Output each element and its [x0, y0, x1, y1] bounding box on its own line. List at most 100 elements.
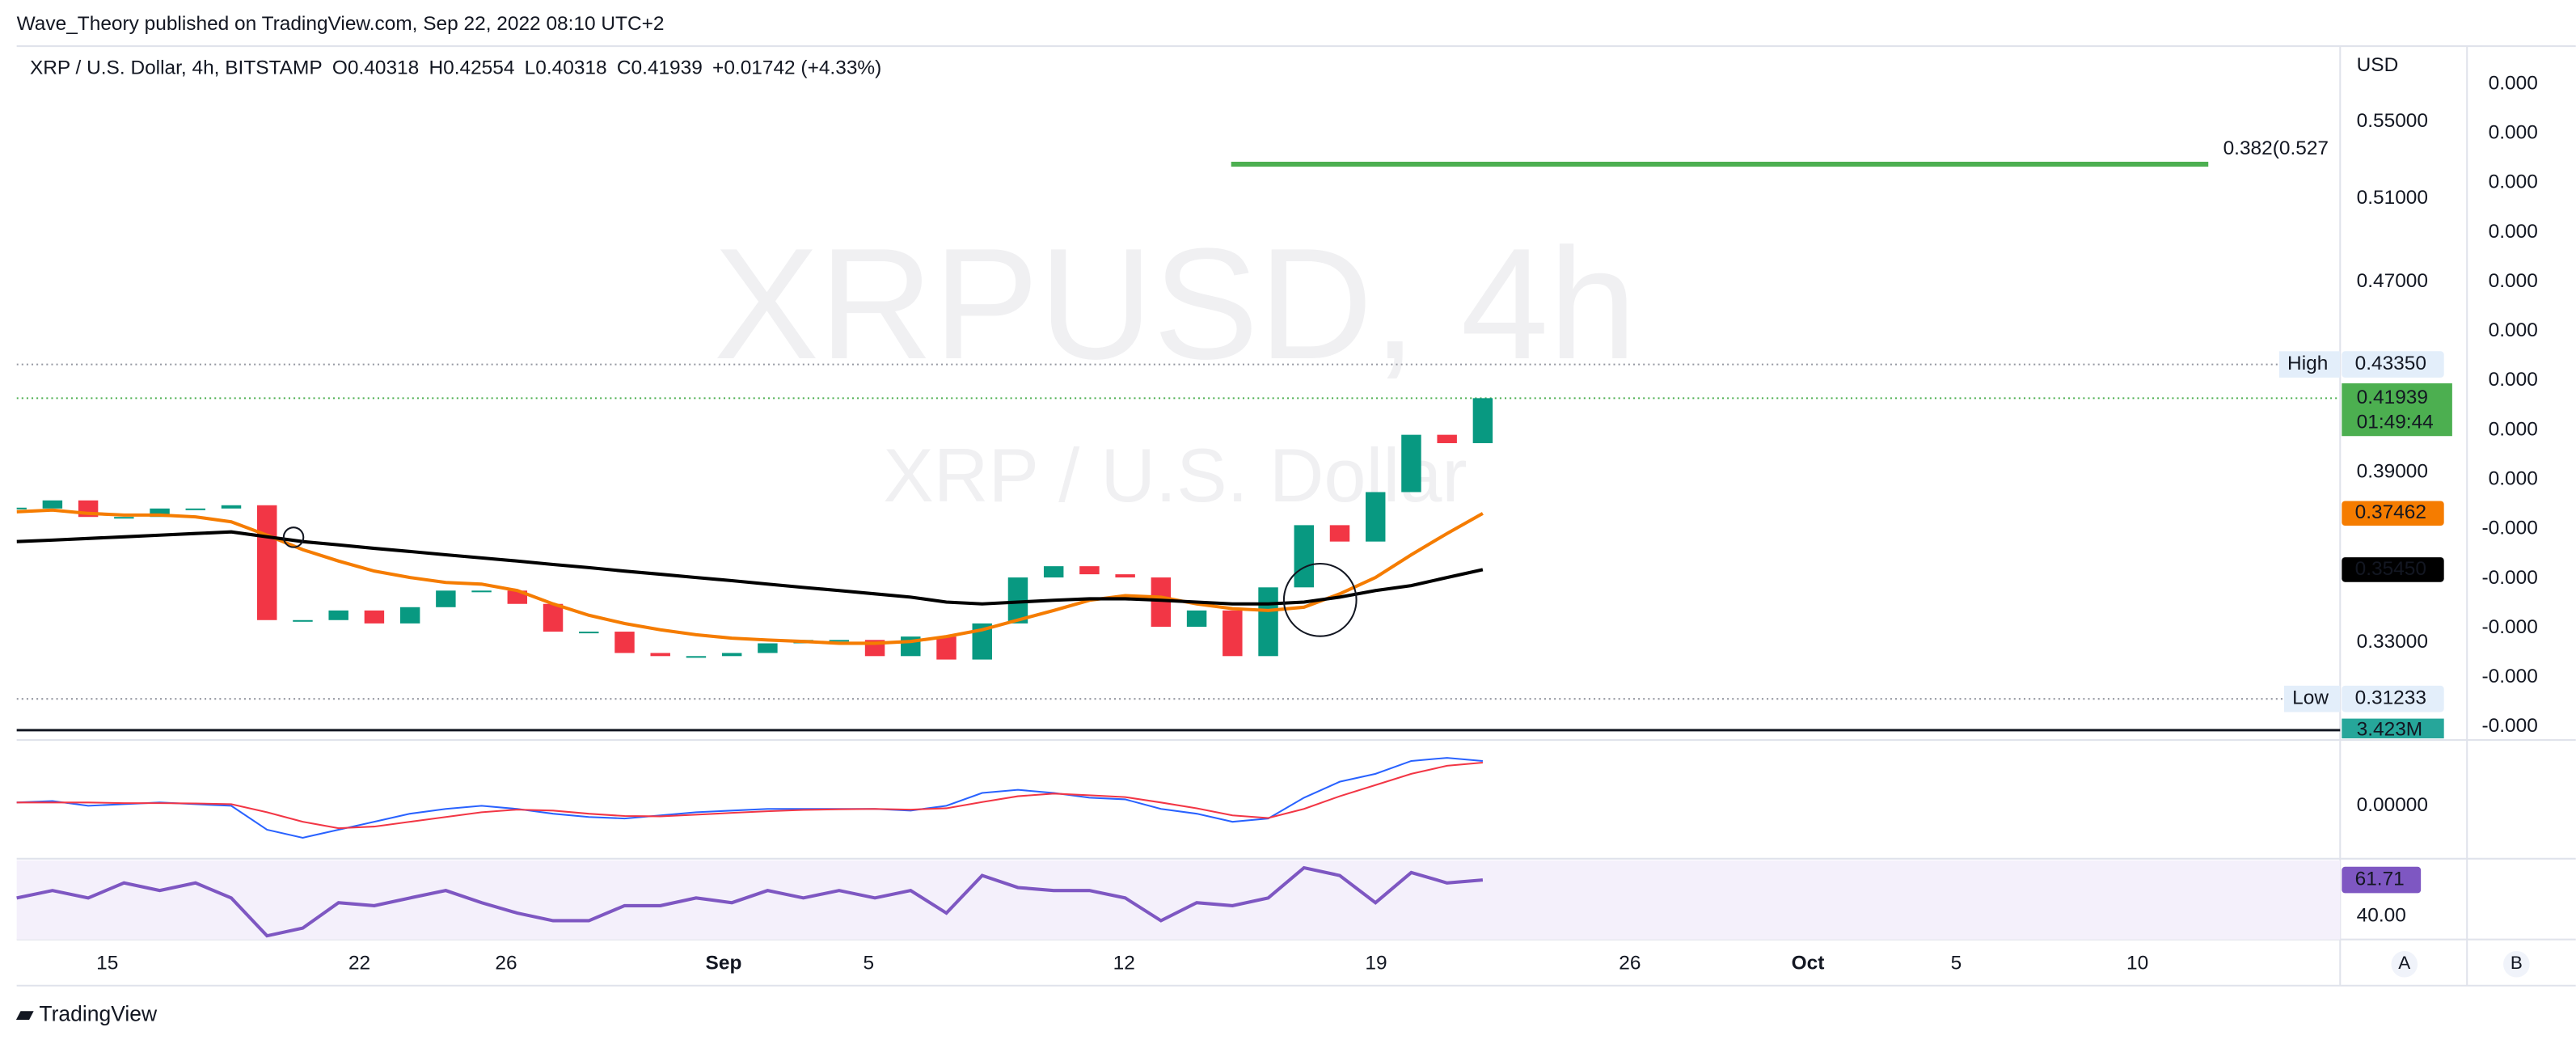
- candle: [42, 500, 63, 509]
- candle: [150, 508, 170, 518]
- scale2-label: 0.000: [2489, 122, 2538, 144]
- candle: [364, 610, 385, 624]
- indicator-line: [16, 761, 1483, 830]
- candle: [1258, 587, 1278, 657]
- candle: [579, 632, 599, 634]
- candle: [1472, 398, 1493, 443]
- scale2-label: 0.000: [2489, 369, 2538, 391]
- high-tag: High: [2287, 353, 2328, 374]
- candle: [1401, 434, 1421, 493]
- x-tick-label: 26: [1619, 953, 1641, 974]
- candle: [1186, 610, 1207, 628]
- publisher: Wave_Theory published on TradingView.com…: [17, 13, 665, 35]
- x-tick-label: 19: [1365, 953, 1387, 974]
- candle: [1294, 525, 1314, 588]
- y-tick-label: 0.55000: [2357, 110, 2428, 132]
- brand-name: TradingView: [39, 1001, 158, 1025]
- candle: [829, 640, 850, 642]
- scale2-label: -0.000: [2482, 567, 2538, 589]
- moving-average: [16, 508, 1484, 645]
- candle: [399, 607, 420, 624]
- scale2-label: -0.000: [2482, 715, 2538, 737]
- x-tick-label: 10: [2126, 953, 2148, 974]
- volume-label: 3.423M: [2357, 718, 2423, 740]
- scale2-label: 0.000: [2489, 468, 2538, 490]
- y-tick-label: 40.00: [2357, 904, 2406, 926]
- currency: USD: [2357, 54, 2399, 76]
- candle: [471, 590, 492, 593]
- symbol-line: XRP / U.S. Dollar, 4h, BITSTAMP O0.40318 H…: [30, 57, 881, 79]
- high-value-label: 0.43350: [2355, 353, 2426, 374]
- candle: [1329, 525, 1350, 542]
- candle: [614, 632, 635, 653]
- candle: [16, 507, 27, 509]
- x-tick-label: 26: [495, 953, 517, 974]
- candle: [1043, 566, 1064, 578]
- scale2-label: 0.000: [2489, 270, 2538, 292]
- scale2-label: -0.000: [2482, 616, 2538, 638]
- candle: [1437, 434, 1457, 443]
- last-price: 0.41939: [2357, 387, 2428, 408]
- x-tick-label: 5: [864, 953, 875, 974]
- x-tick-label: 22: [348, 953, 370, 974]
- low-tag: Low: [2292, 687, 2329, 709]
- candle: [758, 643, 778, 653]
- indicator-value-label-box: [2342, 866, 2422, 894]
- countdown: 01:49:44: [2357, 411, 2434, 433]
- ohlc: C0.41939: [617, 57, 703, 79]
- ohlc: L0.40318: [525, 57, 607, 79]
- candle: [721, 653, 742, 657]
- candle: [185, 508, 206, 510]
- candle: [936, 636, 956, 660]
- candle: [436, 590, 456, 607]
- ma-value-label: 0.37462: [2355, 501, 2426, 523]
- indicator-line: [16, 757, 1483, 839]
- change: +0.01742 (+4.33%): [712, 57, 881, 79]
- scale2-label: 0.000: [2489, 171, 2538, 193]
- scale2-label: 0.000: [2489, 72, 2538, 94]
- scale2-label: 0.000: [2489, 221, 2538, 243]
- x-tick-label: Sep: [706, 953, 742, 974]
- low-value-label: 0.31233: [2355, 687, 2426, 709]
- button-b[interactable]: [2503, 950, 2530, 978]
- brand: ▰ TradingView: [16, 1001, 158, 1025]
- low-value-label-box: [2342, 685, 2444, 712]
- low-tag-box: [2283, 685, 2341, 712]
- high-value-label-box: [2342, 351, 2444, 378]
- y-tick-label: 0.00000: [2357, 794, 2428, 816]
- cross-marker: [282, 526, 305, 548]
- scale2-label: -0.000: [2482, 666, 2538, 687]
- scale2-label: -0.000: [2482, 518, 2538, 539]
- ohlc: O0.40318: [332, 57, 419, 79]
- y-tick-label: 0.33000: [2357, 631, 2428, 653]
- candle: [328, 610, 348, 620]
- x-tick-label: Oct: [1792, 953, 1825, 974]
- volume-box: [2342, 718, 2444, 739]
- candle: [221, 505, 242, 509]
- scale2-label: 0.000: [2489, 319, 2538, 341]
- candle: [1079, 566, 1100, 575]
- candle: [1115, 574, 1135, 578]
- indicator-line: [16, 865, 1484, 938]
- ohlc: H0.42554: [429, 57, 514, 79]
- candle: [1223, 610, 1243, 657]
- candle: [543, 603, 564, 632]
- button-label[interactable]: A: [2398, 953, 2410, 973]
- y-tick-label: 0.39000: [2357, 460, 2428, 482]
- fib-label: 0.382(0.527: [2223, 137, 2329, 159]
- moving-average: [16, 530, 1484, 606]
- candle: [257, 505, 277, 620]
- y-tick-label: 0.47000: [2357, 270, 2428, 292]
- x-tick-label: 12: [1113, 953, 1135, 974]
- button-label[interactable]: B: [2511, 953, 2523, 973]
- scale2-label: 0.000: [2489, 418, 2538, 440]
- x-tick-label: 5: [1951, 953, 1962, 974]
- symbol: XRP / U.S. Dollar, 4h, BITSTAMP: [30, 57, 323, 79]
- ma-value-label-box: [2342, 557, 2444, 582]
- candle: [114, 517, 134, 519]
- last-price-box: [2342, 383, 2452, 437]
- button-a[interactable]: [2391, 950, 2418, 978]
- watermark-title: XRPUSD, 4h: [714, 216, 1637, 392]
- candle: [1365, 492, 1386, 542]
